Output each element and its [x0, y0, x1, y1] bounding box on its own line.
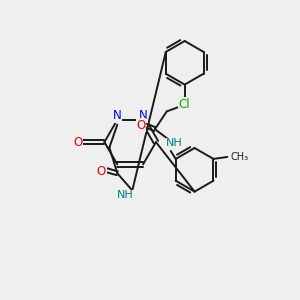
Text: N: N [139, 109, 147, 122]
Text: NH: NH [117, 190, 134, 200]
Text: Cl: Cl [179, 98, 190, 111]
Text: O: O [73, 136, 82, 148]
Text: CH₃: CH₃ [230, 152, 248, 162]
Text: O: O [97, 165, 106, 178]
Text: O: O [136, 119, 146, 132]
Text: N: N [113, 109, 122, 122]
Text: NH: NH [166, 138, 183, 148]
